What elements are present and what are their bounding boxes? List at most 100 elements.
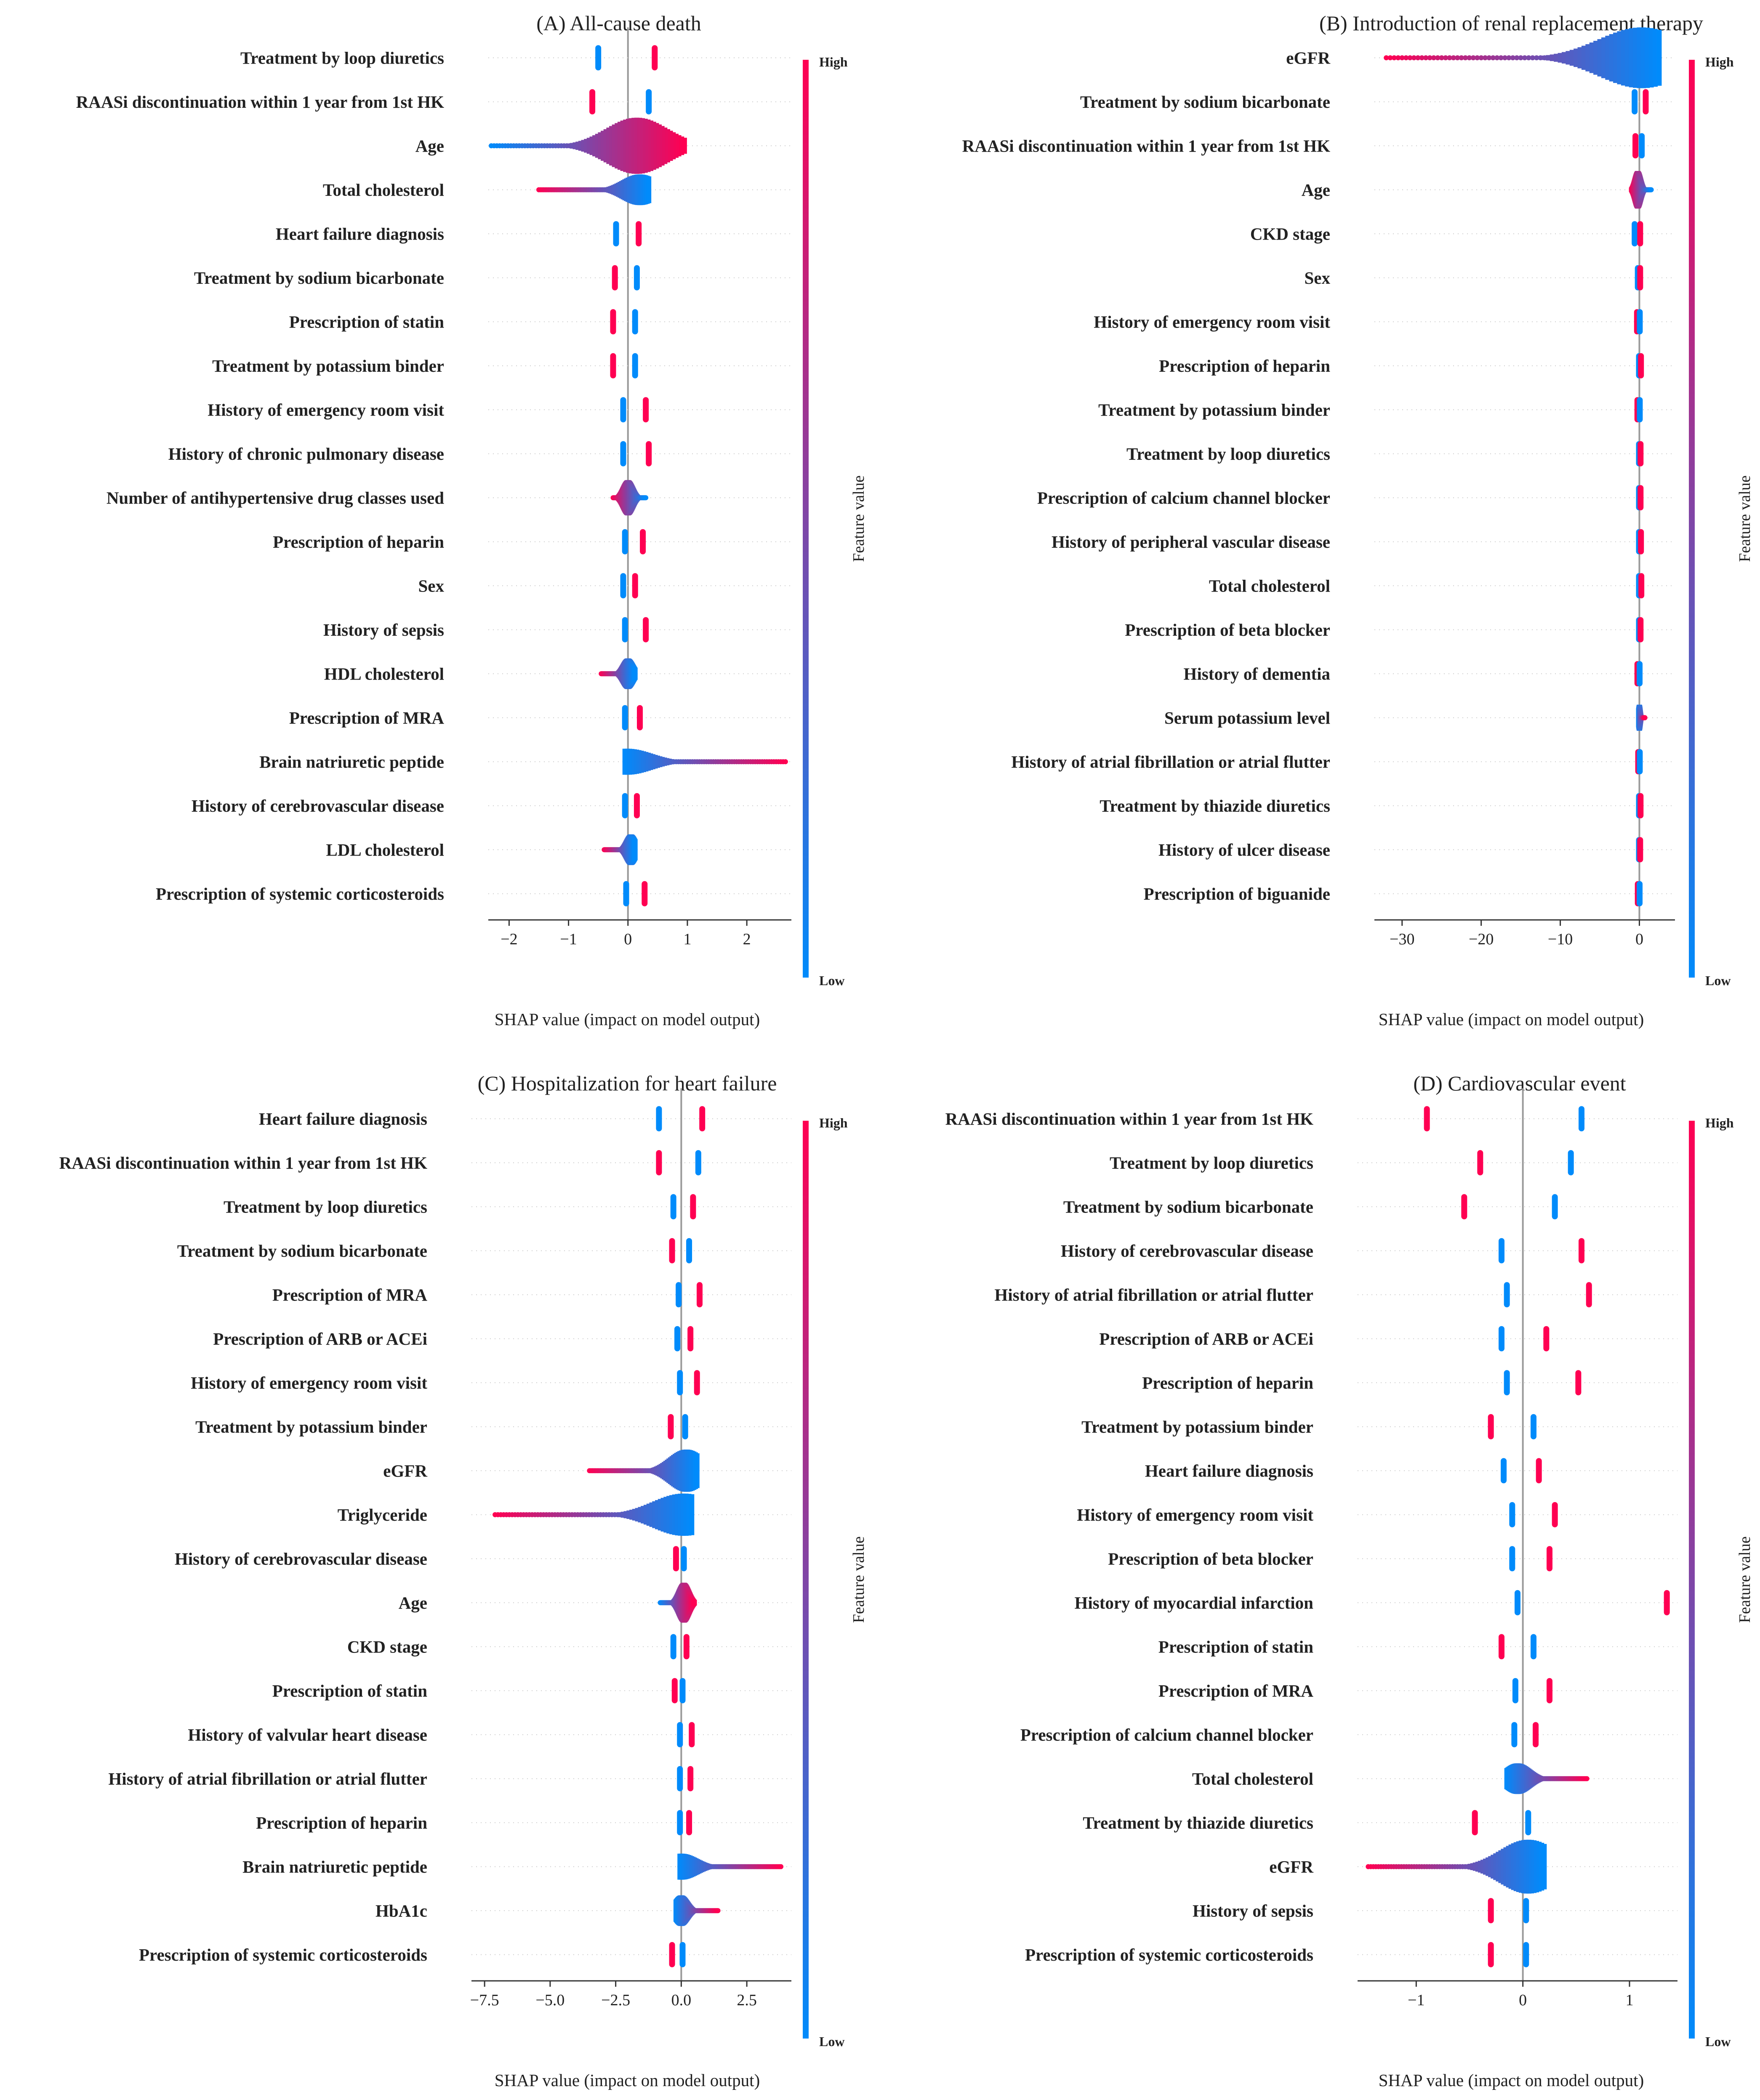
shap-cluster — [1461, 1194, 1467, 1220]
shap-dot — [1566, 55, 1571, 61]
feature-row: History of emergency room visit — [1077, 1502, 1677, 1527]
feature-dots — [677, 1810, 692, 1836]
feature-row: History of chronic pulmonary disease — [168, 441, 791, 466]
feature-dots — [1488, 1942, 1529, 1967]
feature-label: History of dementia — [1184, 664, 1330, 683]
feature-row: eGFR — [1286, 27, 1675, 88]
feature-label: History of cerebrovascular disease — [192, 796, 444, 815]
shap-cluster — [1499, 1634, 1504, 1660]
colorbar-low-label: Low — [1705, 2034, 1731, 2049]
feature-dots — [1632, 133, 1645, 159]
shap-cluster — [636, 221, 642, 247]
shap-dot — [1431, 55, 1436, 61]
shap-cluster — [1643, 89, 1649, 115]
feature-dots — [622, 617, 649, 642]
x-tick-label: −2.5 — [601, 1991, 630, 2009]
feature-row: Prescription of beta blocker — [1125, 617, 1675, 642]
feature-row: Prescription of heparin — [1159, 353, 1675, 378]
feature-row: Prescription of MRA — [289, 705, 791, 730]
feature-label: eGFR — [1269, 1857, 1313, 1876]
shap-cluster — [643, 617, 649, 642]
shap-cluster — [1637, 837, 1643, 863]
feature-row: History of cerebrovascular disease — [175, 1546, 791, 1572]
feature-row: History of peripheral vascular disease — [1052, 529, 1675, 554]
feature-row: Treatment by potassium binder — [195, 1414, 791, 1439]
shap-cluster — [1523, 1942, 1529, 1967]
shap-cluster — [620, 573, 626, 599]
feature-label: Prescription of calcium channel blocker — [1037, 488, 1330, 507]
feature-dots — [677, 1722, 695, 1748]
shap-cluster — [595, 45, 602, 71]
feature-row: History of dementia — [1184, 661, 1675, 687]
shap-cluster — [699, 1106, 706, 1132]
shap-dot — [1546, 55, 1551, 61]
feature-dots — [1636, 441, 1644, 466]
shap-dot — [1648, 55, 1654, 61]
feature-dots — [1501, 1458, 1542, 1484]
shap-cluster — [1637, 749, 1643, 775]
feature-label: HDL cholesterol — [324, 664, 444, 683]
shap-cluster — [640, 529, 646, 554]
shap-dot — [1648, 187, 1654, 192]
feature-dots — [656, 1106, 706, 1132]
shap-cluster — [679, 1678, 686, 1703]
shap-cluster — [622, 705, 628, 730]
shap-dot — [1526, 55, 1531, 61]
shap-cluster — [1638, 793, 1644, 818]
feature-row: Treatment by potassium binder — [1098, 397, 1675, 423]
shap-dot — [1574, 55, 1579, 61]
shap-cluster — [695, 1150, 701, 1175]
feature-dots — [1499, 1326, 1550, 1351]
feature-row: eGFR — [383, 1450, 791, 1492]
feature-row: CKD stage — [347, 1634, 791, 1660]
feature-dots — [595, 45, 658, 71]
feature-row: History of atrial fibrillation or atrial… — [994, 1282, 1677, 1308]
feature-dots — [1424, 1106, 1584, 1132]
panel-d-title: (D) Cardiovascular event — [1413, 1071, 1626, 1095]
feature-row: History of sepsis — [323, 617, 791, 642]
shap-dot — [1387, 55, 1393, 61]
shap-dot — [1467, 55, 1472, 61]
feature-dots — [1636, 617, 1644, 642]
feature-label: Treatment by loop diuretics — [224, 1197, 427, 1216]
feature-row: Prescription of ARB or ACEi — [1099, 1326, 1677, 1351]
feature-row: Brain natriuretic peptide — [242, 1853, 791, 1880]
x-tick-label: −5.0 — [535, 1991, 564, 2009]
feature-row: Treatment by sodium bicarbonate — [1080, 89, 1675, 115]
feature-dots — [670, 1634, 690, 1660]
shap-cluster — [1499, 1326, 1504, 1351]
shap-dot — [1617, 55, 1622, 61]
shap-dot — [1470, 55, 1476, 61]
shap-dot — [1506, 55, 1512, 61]
shap-cluster — [694, 1370, 700, 1396]
feature-row: Prescription of systemic corticosteroids — [139, 1942, 791, 1967]
shap-dot — [1542, 1864, 1547, 1869]
shap-dot — [1395, 55, 1401, 61]
feature-dots — [1499, 1238, 1584, 1263]
feature-label: Prescription of biguanide — [1144, 884, 1330, 903]
feature-dots — [1632, 89, 1649, 115]
shap-dot — [1459, 55, 1464, 61]
x-tick-label: −1 — [1408, 1991, 1425, 2009]
shap-dot — [1530, 55, 1535, 61]
feature-label: History of atrial fibrillation or atrial… — [1011, 752, 1330, 771]
feature-dots — [1504, 1370, 1582, 1396]
feature-dots — [674, 1326, 694, 1351]
shap-cluster — [671, 1678, 678, 1703]
shap-dot — [783, 759, 788, 765]
x-tick-label: −30 — [1390, 930, 1414, 948]
feature-label: History of cerebrovascular disease — [1061, 1241, 1313, 1261]
colorbar-low-label: Low — [1705, 973, 1731, 988]
colorbar-title: Feature value — [1736, 1536, 1754, 1623]
shap-cluster — [669, 1238, 675, 1263]
feature-label: Age — [415, 136, 444, 155]
feature-row: Age — [1302, 171, 1675, 209]
feature-label: History of ulcer disease — [1158, 840, 1330, 859]
feature-row: Treatment by loop diuretics — [224, 1194, 791, 1220]
feature-dots — [669, 1942, 686, 1967]
feature-label: Treatment by thiazide diuretics — [1083, 1813, 1313, 1832]
feature-row: RAASi discontinuation within 1 year from… — [962, 133, 1675, 159]
feature-dots — [1636, 485, 1644, 511]
panel-b-x-label: SHAP value (impact on model output) — [1379, 1010, 1644, 1029]
shap-dot — [1435, 55, 1440, 61]
